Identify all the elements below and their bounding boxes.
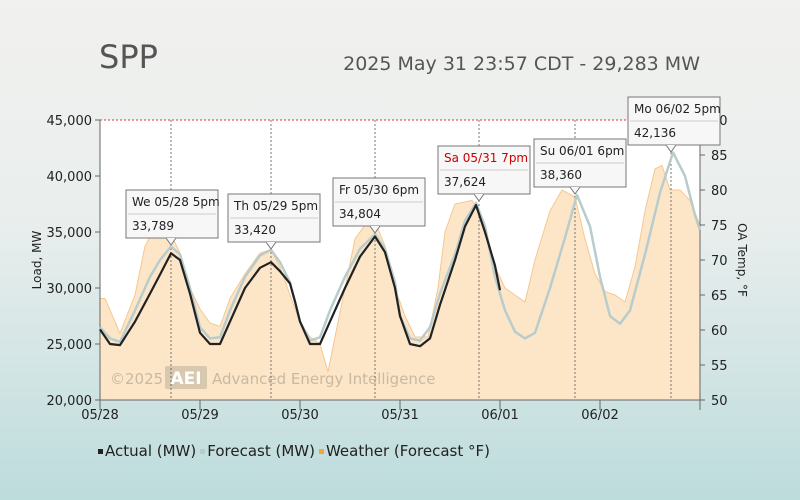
callout-date-0: We 05/28 5pm	[132, 195, 220, 209]
callout-value-0: 33,789	[132, 219, 174, 233]
callout-pointer-4	[569, 186, 581, 195]
y2-tick-label: 75	[711, 219, 728, 234]
callout-date-5: Mo 06/02 5pm	[634, 102, 721, 116]
y2-tick-label: 55	[711, 359, 728, 374]
callout-pointer-2	[369, 225, 381, 234]
y-tick-label: 35,000	[47, 226, 93, 241]
y-tick-label: 30,000	[47, 282, 93, 297]
y2-tick-label: 60	[711, 324, 728, 339]
callout-value-4: 38,360	[540, 168, 582, 182]
legend: Actual (MW) Forecast (MW) Weather (Forec…	[98, 442, 490, 460]
page-subtitle: 2025 May 31 23:57 CDT - 29,283 MW	[343, 53, 700, 75]
callout-date-4: Su 06/01 6pm	[540, 144, 624, 158]
x-tick-label: 06/01	[481, 408, 518, 423]
y2-tick-label: 65	[711, 289, 728, 304]
legend-label-weather: Weather (Forecast °F)	[325, 442, 490, 460]
weather-area	[99, 164, 701, 401]
y2-tick-label: 50	[711, 394, 728, 409]
actual-line	[99, 204, 502, 348]
callout-date-3: Sa 05/31 7pm	[444, 151, 528, 165]
legend-item-forecast[interactable]: Forecast (MW)	[200, 442, 315, 460]
y2-tick-label: 85	[711, 149, 728, 164]
legend-swatch-forecast	[200, 448, 206, 454]
legend-label-actual: Actual (MW)	[105, 442, 197, 460]
callout-date-2: Fr 05/30 6pm	[339, 183, 419, 197]
y-tick-label: 20,000	[47, 394, 93, 409]
y-tick-label: 40,000	[47, 170, 93, 185]
legend-item-weather[interactable]: Weather (Forecast °F)	[318, 442, 490, 460]
callout-value-2: 34,804	[339, 207, 381, 221]
watermark-logo-box	[165, 366, 207, 389]
watermark-company: Advanced Energy Intelligence	[212, 370, 435, 388]
callout-pointer-3	[473, 193, 485, 202]
x-tick-label: 05/29	[181, 408, 218, 423]
callout-date-1: Th 05/29 5pm	[233, 199, 318, 213]
callout-value-1: 33,420	[234, 223, 276, 237]
y-tick-label: 45,000	[47, 114, 93, 129]
y-tick-label: 25,000	[47, 338, 93, 353]
y2-tick-label: 80	[711, 184, 728, 199]
legend-swatch-weather	[318, 448, 324, 454]
x-tick-label: 06/02	[581, 408, 618, 423]
legend-label-forecast: Forecast (MW)	[207, 442, 315, 460]
watermark-copyright: ©2025	[110, 370, 163, 388]
x-tick-label: 05/28	[81, 408, 118, 423]
callout-value-3: 37,624	[444, 175, 486, 189]
watermark-logo: AEI	[170, 369, 201, 389]
callout-value-5: 42,136	[634, 126, 676, 140]
callout-pointer-0	[165, 237, 177, 246]
y2-tick-label: 70	[711, 254, 728, 269]
y-axis-title: Load, MW	[30, 231, 44, 290]
callout-pointer-1	[265, 241, 277, 250]
legend-item-actual[interactable]: Actual (MW)	[98, 442, 196, 460]
callout-pointer-5	[665, 144, 677, 153]
x-tick-label: 05/30	[281, 408, 318, 423]
y2-axis-title: OA Temp, °F	[735, 223, 749, 297]
legend-swatch-actual	[98, 448, 103, 454]
forecast-line	[493, 151, 702, 340]
page-title: SPP	[99, 38, 158, 76]
x-tick-label: 05/31	[381, 408, 418, 423]
